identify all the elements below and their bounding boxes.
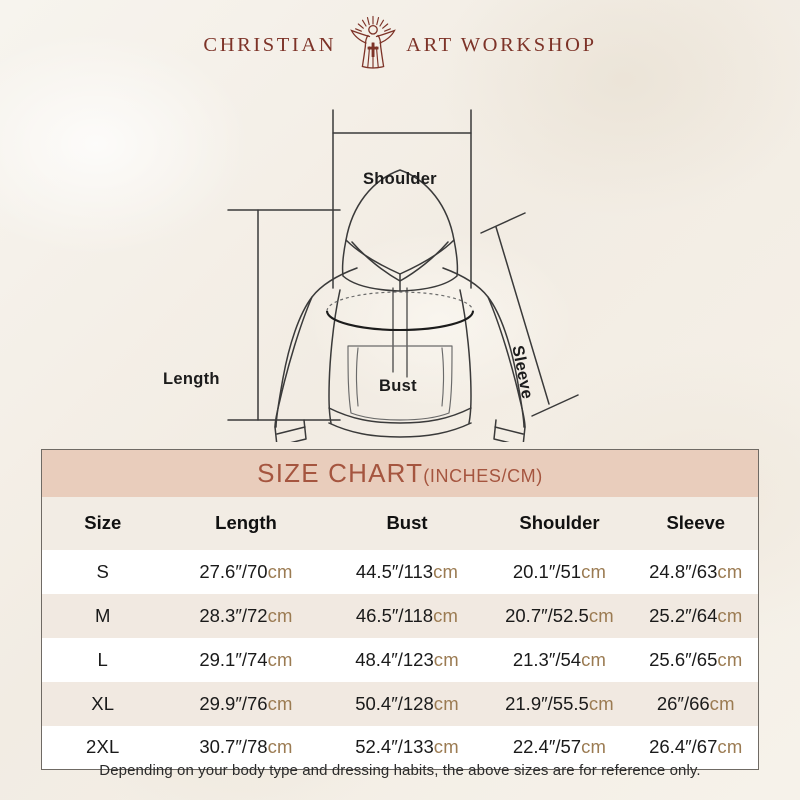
risen-figure-with-cross-icon — [350, 15, 396, 69]
table-row: XL 29.9″/76cm 50.4″/128cm 21.9″/55.5cm 26″/6… — [41, 681, 759, 726]
cell-length: 29.9″/76cm — [163, 681, 329, 726]
diagram-label-bust: Bust — [379, 377, 417, 395]
table-row: S 27.6″/70cm 44.5″/113cm 20.1″/51cm 24.8″/63… — [41, 549, 759, 594]
table-row: M 28.3″/72cm 46.5″/118cm 20.7″/52.5cm 25.2″/… — [41, 593, 759, 638]
table-row: 2XL 30.7″/78cm 52.4″/133cm 22.4″/57cm 26.4″/… — [41, 725, 759, 770]
size-chart-title-main: SIZE CHART — [257, 457, 424, 488]
size-chart-table: SIZE CHART(INCHES/CM) Size Length Bust S… — [41, 449, 760, 770]
cell-bust: 52.4″/133cm — [328, 725, 486, 770]
brand-name-right: ART WORKSHOP — [406, 33, 597, 56]
cell-bust: 50.4″/128cm — [328, 681, 486, 726]
column-header-length: Length — [163, 496, 329, 550]
cell-size: M — [41, 593, 164, 638]
cell-sleeve: 25.2″/64cm — [633, 593, 759, 638]
diagram-label-shoulder: Shoulder — [363, 170, 437, 188]
cell-length: 30.7″/78cm — [163, 725, 329, 770]
cell-bust: 44.5″/113cm — [328, 549, 486, 594]
brand-name-left: CHRISTIAN — [203, 33, 337, 56]
cell-shoulder: 22.4″/57cm — [485, 725, 634, 770]
hoodie-measurement-diagram: Shoulder Length Bust Sleeve — [0, 82, 800, 442]
cell-shoulder: 21.9″/55.5cm — [485, 681, 634, 726]
size-chart-title: SIZE CHART(INCHES/CM) — [41, 449, 759, 497]
brand-logo: CHRISTIAN — [0, 14, 800, 76]
cell-size: 2XL — [41, 725, 164, 770]
table-header-row: Size Length Bust Shoulder Sleeve — [41, 496, 759, 550]
cell-size: S — [41, 549, 164, 594]
cell-length: 29.1″/74cm — [163, 637, 329, 682]
column-header-sleeve: Sleeve — [633, 496, 759, 550]
cell-size: XL — [41, 681, 164, 726]
reference-note: Depending on your body type and dressing… — [99, 762, 701, 779]
cell-length: 27.6″/70cm — [163, 549, 329, 594]
cell-shoulder: 21.3″/54cm — [485, 637, 634, 682]
cell-sleeve: 24.8″/63cm — [633, 549, 759, 594]
size-chart-title-sub: (INCHES/CM) — [423, 465, 543, 486]
cell-sleeve: 25.6″/65cm — [633, 637, 759, 682]
hoodie-outline-icon — [227, 109, 579, 442]
cell-shoulder: 20.7″/52.5cm — [485, 593, 634, 638]
cell-sleeve: 26″/66cm — [633, 681, 759, 726]
size-chart-title-row: SIZE CHART(INCHES/CM) — [41, 449, 759, 497]
cell-shoulder: 20.1″/51cm — [485, 549, 634, 594]
cell-bust: 48.4″/123cm — [328, 637, 486, 682]
cell-bust: 46.5″/118cm — [328, 593, 486, 638]
diagram-label-length: Length — [163, 370, 220, 388]
cell-size: L — [41, 637, 164, 682]
cell-length: 28.3″/72cm — [163, 593, 329, 638]
column-header-shoulder: Shoulder — [485, 496, 634, 550]
column-header-size: Size — [41, 496, 164, 550]
column-header-bust: Bust — [328, 496, 486, 550]
table-row: L 29.1″/74cm 48.4″/123cm 21.3″/54cm 25.6″/65… — [41, 637, 759, 682]
cell-sleeve: 26.4″/67cm — [633, 725, 759, 770]
